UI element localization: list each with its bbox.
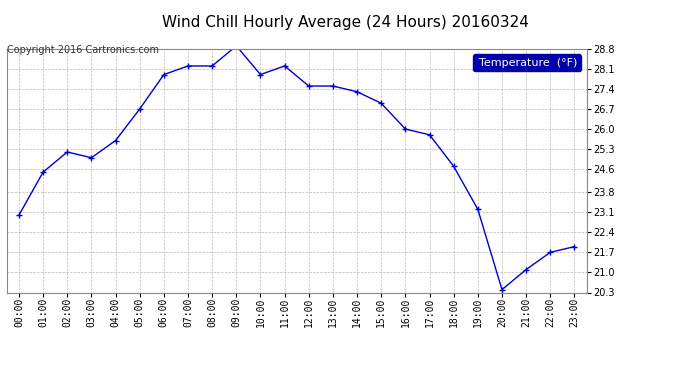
Text: Wind Chill Hourly Average (24 Hours) 20160324: Wind Chill Hourly Average (24 Hours) 201… (161, 15, 529, 30)
Text: Copyright 2016 Cartronics.com: Copyright 2016 Cartronics.com (7, 45, 159, 55)
Legend: Temperature  (°F): Temperature (°F) (473, 54, 581, 71)
